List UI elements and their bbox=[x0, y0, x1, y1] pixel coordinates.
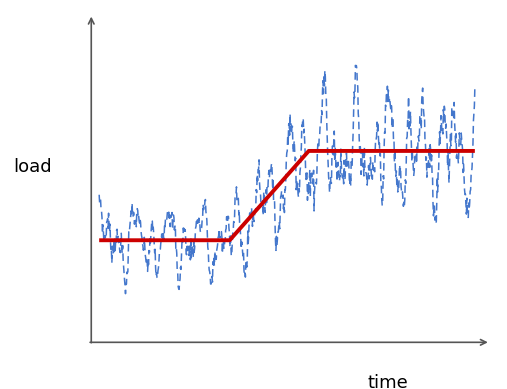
Text: load: load bbox=[13, 158, 52, 176]
Text: time: time bbox=[368, 374, 408, 389]
